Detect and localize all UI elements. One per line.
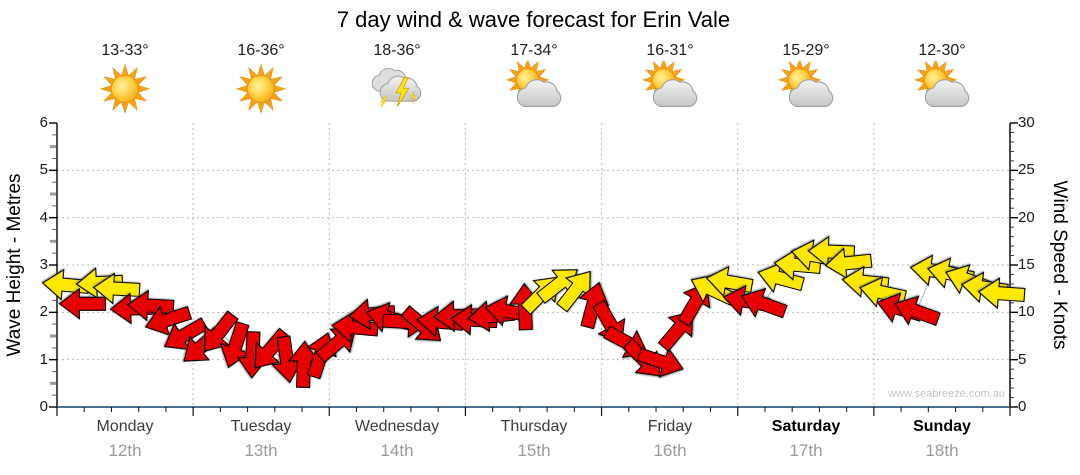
wind-arrow [92,272,141,305]
day-date: 12th [108,441,142,460]
left-tick-label: 0 [39,398,48,415]
wind-arrow [58,287,107,320]
lightning-bolt [410,91,416,104]
day-temps: 16-36° [237,42,285,59]
day-date: 16th [653,441,687,460]
cloud [516,79,562,107]
wind-arrow [636,347,684,378]
right-tick-label: 0 [1018,398,1027,415]
left-tick-label: 2 [39,303,48,321]
day-icon-slot [877,58,1007,117]
wind-arrow [203,310,239,353]
day-name: Sunday [913,418,971,435]
day-name: Thursday [500,418,568,435]
right-axis-ticks [1010,122,1018,408]
day-icon-slot [60,61,190,117]
day-name: Tuesday [230,418,292,435]
wind-arrow [807,235,856,268]
wind-arrow [219,320,251,369]
day-name: Saturday [771,418,841,435]
day-icon-slot [332,61,462,117]
wind-arrow [824,247,873,280]
left-tick-label: 6 [39,114,48,131]
day-icon-slot [196,61,326,117]
day-temps: 12-30° [918,42,966,59]
left-tick-label: 5 [39,161,48,179]
right-tick-label: 25 [1018,161,1035,179]
day-icon-slot [741,58,871,117]
day-date: 13th [244,441,278,460]
wind-arrows [41,235,1026,389]
bottom-axis-ticks [56,407,1011,416]
cloud [788,79,834,107]
day-temps: 15-29° [782,42,830,59]
left-tick-label: 1 [39,350,48,368]
wind-arrow [330,311,379,344]
right-tick-label: 15 [1018,256,1035,273]
day-date: 15th [517,441,551,460]
wind-arrow [740,287,788,319]
day-temps: 17-34° [510,42,558,59]
cloud [652,79,698,107]
day-temps: 13-33° [101,42,149,59]
day-name: Wednesday [354,418,440,435]
day-temps: 18-36° [373,42,421,59]
weather-icon-sunny [99,63,151,115]
day-date: 18th [925,441,959,460]
wind-arrow [578,281,610,330]
wind-arrow [287,340,320,389]
sun-disc [111,75,139,103]
day-date: 14th [380,441,414,460]
weather-icon-partly-cloudy [506,58,562,107]
chart-title: 7 day wind & wave forecast for Erin Vale [336,7,731,32]
lightning-bolt [380,95,388,108]
day-icon-slot [469,58,599,117]
right-tick-label: 5 [1018,350,1027,368]
weather-icon-partly-cloudy [642,58,698,107]
wind-arrow [126,289,175,322]
wind-arrow [893,295,941,327]
day-name: Friday [647,418,693,435]
weather-icon-sunny [235,63,287,115]
sun-disc [247,75,275,103]
day-name: Monday [96,418,154,435]
weather-icon-storm [371,68,422,108]
left-tick-label: 3 [39,256,48,273]
wind-arrow [163,317,209,351]
weather-icon-partly-cloudy [778,58,834,107]
weather-icon-partly-cloudy [914,58,970,107]
right-tick-label: 20 [1018,208,1035,226]
left-axis-ticks [49,122,57,408]
watermark: www.seabreeze.com.au [888,388,1005,400]
wind-arrow [144,305,193,336]
day-temps: 16-31° [646,42,694,59]
wind-arrow [977,277,1026,310]
right-tick-label: 30 [1018,114,1035,131]
right-tick-label: 10 [1018,303,1035,321]
lightning-bolt [395,77,410,107]
left-tick-label: 4 [39,208,48,226]
day-date: 17th [789,441,823,460]
wind-arrow [757,262,805,294]
cloud [924,79,970,107]
day-icon-slot [605,58,735,117]
wind-arrow [555,270,591,313]
